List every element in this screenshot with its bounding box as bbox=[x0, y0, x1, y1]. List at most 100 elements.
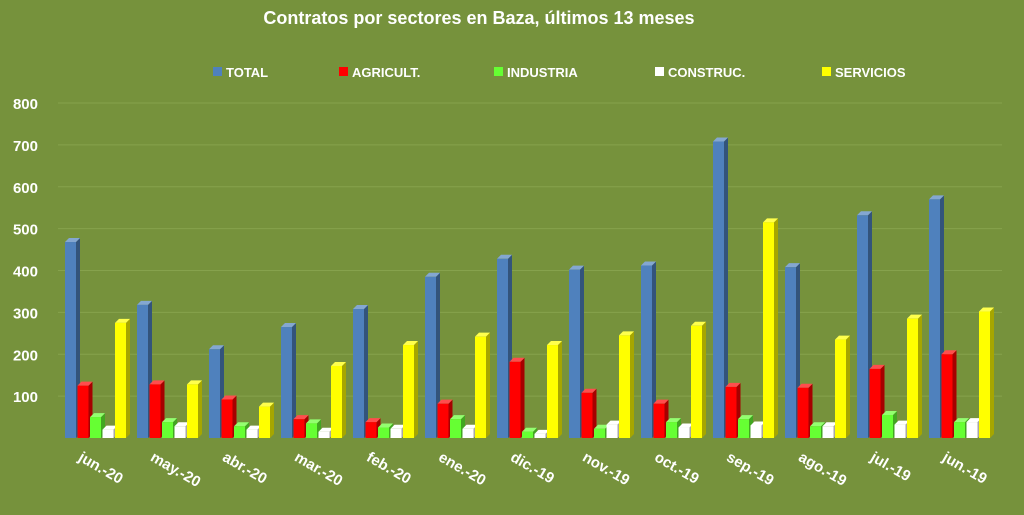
bar-front bbox=[569, 269, 580, 438]
bar-front bbox=[187, 384, 198, 438]
legend: TOTAL AGRICULT. INDUSTRIA CONSTRUC. SERVICIO… bbox=[213, 65, 906, 80]
bar-front bbox=[522, 431, 533, 438]
bar-top bbox=[353, 305, 368, 310]
bar-front bbox=[857, 215, 868, 438]
bar-top bbox=[65, 238, 80, 243]
bar-top bbox=[306, 419, 321, 424]
bar-servicios-jun.-19 bbox=[979, 307, 994, 438]
bar-servicios-dic.-19 bbox=[547, 341, 562, 438]
x-axis: jun.-20 may.-20 abr.-20 mar.-20 feb.-20 ene.-… bbox=[75, 448, 990, 491]
bar-top bbox=[331, 361, 346, 366]
x-tick-label: oct.-19 bbox=[652, 449, 702, 488]
bar-front bbox=[979, 311, 990, 438]
bar-front bbox=[954, 422, 965, 438]
bar-front bbox=[306, 423, 317, 438]
x-tick-label: sep.-19 bbox=[724, 449, 777, 490]
bar-front bbox=[425, 276, 436, 438]
bar-front bbox=[509, 361, 521, 438]
bar-top bbox=[149, 380, 165, 385]
bar-top bbox=[137, 300, 152, 305]
y-tick-label: 200 bbox=[13, 347, 38, 364]
x-tick-label: jun.-20 bbox=[75, 448, 126, 487]
y-tick-label: 500 bbox=[13, 222, 38, 239]
bar-top bbox=[594, 424, 609, 429]
bar-servicios-abr.-20 bbox=[259, 402, 274, 438]
y-tick-label: 100 bbox=[13, 389, 38, 406]
y-axis: 100 200 300 400 500 600 700 800 bbox=[13, 96, 1002, 406]
bar-side bbox=[630, 331, 634, 438]
bar-agricult-dic.-19 bbox=[509, 357, 525, 438]
bar-side bbox=[846, 335, 850, 438]
bar-front bbox=[102, 429, 114, 438]
bar-top bbox=[293, 415, 309, 420]
bar-servicios-ago.-19 bbox=[835, 335, 850, 438]
bar-front bbox=[149, 384, 161, 438]
x-tick-label: ago.-19 bbox=[796, 449, 850, 490]
x-tick-label: mar.-20 bbox=[292, 449, 346, 490]
bar-side bbox=[342, 361, 346, 438]
bar-agricult-ago.-19 bbox=[797, 383, 813, 438]
bar-side bbox=[724, 137, 728, 438]
bar-top bbox=[90, 413, 105, 418]
y-tick-label: 300 bbox=[13, 305, 38, 322]
bar-top bbox=[187, 380, 202, 385]
legend-item-industria: INDUSTRIA bbox=[494, 65, 578, 80]
bar-front bbox=[365, 422, 377, 438]
bar-side bbox=[952, 350, 957, 438]
bar-top bbox=[797, 383, 813, 388]
bar-top bbox=[221, 395, 237, 400]
bar-top bbox=[569, 265, 584, 270]
bar-side bbox=[364, 305, 368, 438]
bar-side bbox=[436, 272, 440, 438]
bar-top bbox=[750, 421, 766, 426]
bar-top bbox=[522, 427, 537, 432]
bar-top bbox=[678, 423, 694, 428]
bar-top bbox=[822, 422, 838, 427]
bar-front bbox=[763, 222, 774, 438]
bar-top bbox=[882, 410, 897, 415]
bar-industria-dic.-19 bbox=[522, 427, 537, 438]
bar-top bbox=[174, 422, 190, 427]
bar-top bbox=[966, 418, 982, 423]
bar-front bbox=[209, 349, 220, 438]
x-tick-label: jul.-19 bbox=[867, 448, 914, 485]
bar-front bbox=[437, 403, 449, 438]
bar-side bbox=[652, 261, 656, 438]
bar-front bbox=[641, 265, 652, 438]
bar-top bbox=[547, 341, 562, 346]
bar-top bbox=[666, 418, 681, 423]
bar-side bbox=[918, 314, 922, 438]
legend-label: INDUSTRIA bbox=[507, 65, 578, 80]
bar-top bbox=[102, 425, 118, 430]
bar-top bbox=[403, 341, 418, 346]
bar-agricult-jun.-19 bbox=[941, 350, 957, 438]
bar-top bbox=[725, 382, 741, 387]
bar-front bbox=[894, 424, 906, 438]
legend-item-agricult: AGRICULT. bbox=[339, 65, 420, 80]
bar-front bbox=[534, 433, 546, 438]
bar-side bbox=[486, 332, 490, 438]
bar-front bbox=[822, 426, 834, 438]
bar-front bbox=[293, 419, 305, 438]
bar-top bbox=[954, 418, 969, 423]
legend-swatch bbox=[339, 67, 348, 76]
legend-swatch bbox=[494, 67, 503, 76]
bar-front bbox=[750, 425, 762, 438]
bar-front bbox=[90, 417, 101, 438]
bar-front bbox=[797, 387, 809, 438]
bar-top bbox=[619, 331, 634, 336]
y-tick-label: 800 bbox=[13, 96, 38, 113]
bar-front bbox=[221, 399, 233, 438]
bar-front bbox=[353, 309, 364, 438]
bar-top bbox=[259, 402, 274, 407]
bar-front bbox=[785, 267, 796, 438]
bar-top bbox=[318, 427, 334, 432]
legend-swatch bbox=[822, 67, 831, 76]
bar-side bbox=[808, 383, 813, 438]
bar-front bbox=[259, 406, 270, 438]
bar-front bbox=[378, 427, 389, 438]
bar-front bbox=[810, 426, 821, 438]
legend-item-construc: CONSTRUC. bbox=[655, 65, 745, 80]
bar-top bbox=[894, 420, 910, 425]
bar-front bbox=[475, 336, 486, 438]
